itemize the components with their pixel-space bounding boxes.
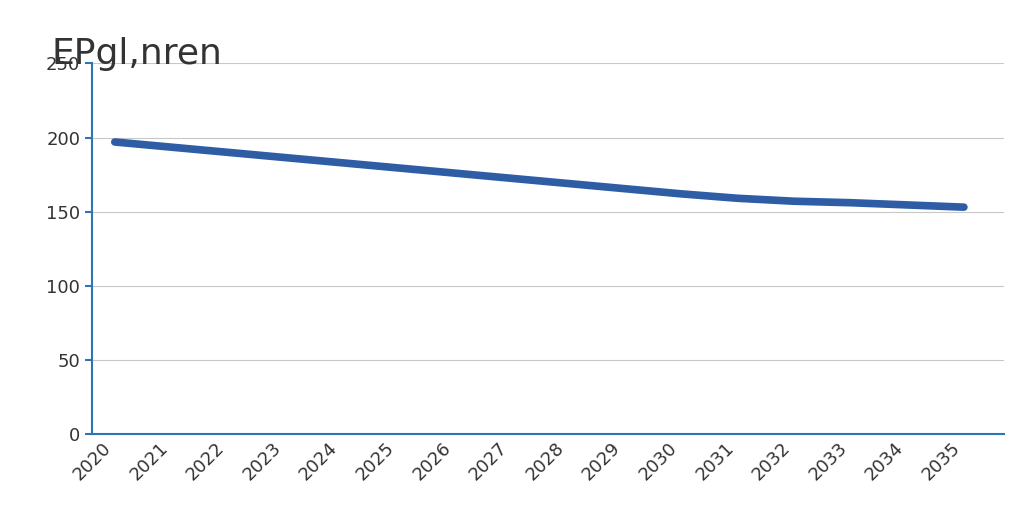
Text: EPgl,nren: EPgl,nren xyxy=(51,37,222,71)
